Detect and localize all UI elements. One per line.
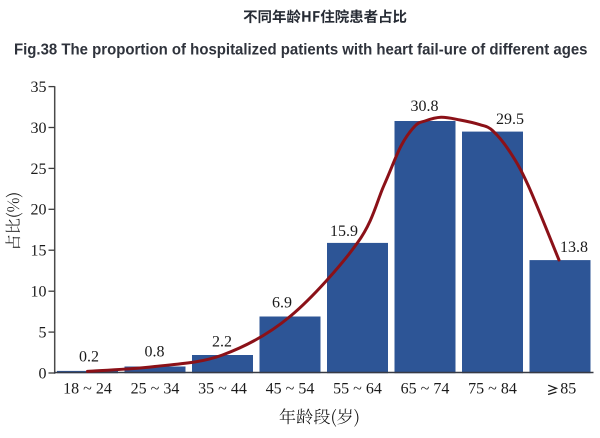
svg-text:85: 85	[560, 381, 576, 398]
svg-text:15.9: 15.9	[330, 223, 358, 240]
svg-text:25: 25	[31, 161, 47, 178]
svg-text:18 ~ 24: 18 ~ 24	[63, 381, 112, 398]
svg-text:13.8: 13.8	[560, 239, 588, 256]
svg-text:Fig.38 The proportion of hospi: Fig.38 The proportion of hospitalized pa…	[14, 42, 588, 59]
svg-text:30.8: 30.8	[411, 98, 439, 115]
svg-text:65 ~ 74: 65 ~ 74	[401, 381, 450, 398]
svg-text:6.9: 6.9	[272, 295, 292, 312]
svg-text:10: 10	[31, 284, 47, 301]
svg-text:55 ~ 64: 55 ~ 64	[333, 381, 382, 398]
svg-text:5: 5	[39, 325, 47, 342]
svg-text:0.8: 0.8	[145, 343, 165, 360]
svg-text:35 ~ 44: 35 ~ 44	[198, 381, 247, 398]
svg-text:45 ~ 54: 45 ~ 54	[266, 381, 315, 398]
svg-text:0.2: 0.2	[79, 349, 99, 366]
svg-text:0: 0	[39, 365, 47, 382]
svg-text:30: 30	[31, 120, 47, 137]
svg-text:20: 20	[31, 202, 47, 219]
svg-text:25 ~ 34: 25 ~ 34	[131, 381, 180, 398]
svg-text:75 ~ 84: 75 ~ 84	[468, 381, 517, 398]
svg-text:2.2: 2.2	[212, 334, 232, 351]
svg-text:35: 35	[31, 79, 47, 96]
svg-text:15: 15	[31, 243, 47, 260]
svg-text:29.5: 29.5	[496, 111, 524, 128]
